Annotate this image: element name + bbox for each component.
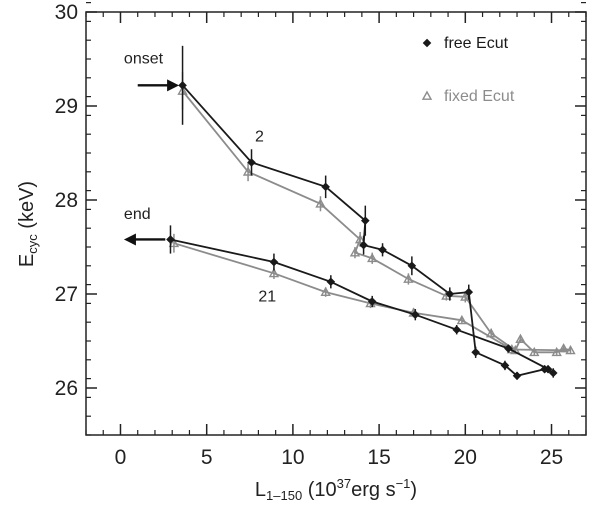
x-tick-label: 5: [201, 446, 213, 469]
x-tick-label: 0: [115, 446, 127, 469]
data-point-triangle: [456, 314, 468, 325]
y-tick-label: 30: [55, 1, 78, 24]
data-point-diamond: [504, 344, 513, 353]
y-axis-label: Ecyc (keV): [16, 181, 40, 267]
data-point-triangle: [565, 344, 576, 355]
data-point-triangle: [315, 198, 326, 208]
data-point-diamond: [178, 81, 187, 90]
data-point-diamond: [269, 257, 279, 267]
data-point-diamond: [512, 371, 522, 381]
legend-entry-free-ecut: free Ecut: [444, 35, 509, 52]
x-tick-label: 20: [454, 446, 477, 469]
data-point-diamond: [247, 158, 256, 167]
data-point-triangle: [460, 291, 471, 301]
end-arrow: [123, 233, 166, 246]
annotation-21: 21: [258, 289, 276, 306]
legend: free Ecut fixed Ecut: [421, 35, 515, 105]
data-point-diamond: [452, 325, 461, 335]
y-tick-label: 29: [55, 95, 78, 118]
annotation-onset: onset: [124, 51, 164, 68]
annotation-2: 2: [255, 129, 264, 146]
data-point-diamond: [367, 297, 377, 306]
data-point-diamond: [411, 310, 420, 319]
data-point-diamond: [321, 182, 330, 192]
arrow-head: [167, 79, 180, 92]
x-axis-label: L1–150 (1037erg s−1): [255, 476, 417, 503]
data-point-triangle: [558, 343, 569, 353]
data-point-triangle: [367, 252, 378, 263]
series-line: [170, 84, 554, 377]
data-point-diamond: [500, 361, 510, 370]
data-point-triangle: [403, 273, 414, 283]
data-point-triangle: [551, 346, 562, 357]
series-layer: [166, 45, 576, 381]
ticks-layer: 0 5 10 15 20 25 26 27 28 29 30: [55, 1, 587, 469]
data-point-diamond: [445, 289, 455, 299]
data-point-triangle: [421, 90, 433, 100]
data-point-triangle: [349, 247, 361, 257]
data-point-triangle: [485, 328, 497, 338]
data-point-triangle: [510, 344, 521, 355]
data-point-triangle: [242, 166, 254, 176]
data-point-triangle: [354, 234, 366, 244]
x-tick-label: 15: [367, 446, 390, 469]
arrow-head: [123, 233, 136, 246]
data-point-triangle: [529, 346, 540, 357]
y-tick-label: 27: [55, 283, 78, 306]
data-point-triangle: [268, 267, 280, 278]
data-point-diamond: [378, 245, 387, 255]
data-point-diamond: [407, 261, 417, 271]
legend-entry-fixed-ecut: fixed Ecut: [444, 88, 515, 105]
data-point-diamond: [543, 364, 553, 374]
data-point-triangle: [320, 286, 331, 297]
plot-frame: [85, 11, 587, 436]
data-point-diamond: [548, 368, 558, 378]
data-point-diamond: [166, 235, 175, 244]
series-line: [173, 90, 571, 354]
series-fixed-ecut: [168, 72, 576, 357]
data-point-triangle: [515, 333, 526, 344]
data-point-diamond: [471, 347, 480, 357]
series-free-ecut: [166, 45, 558, 381]
data-point-triangle: [168, 237, 180, 248]
data-point-diamond: [326, 277, 336, 287]
annotation-end: end: [124, 206, 151, 223]
data-point-diamond: [464, 287, 474, 297]
data-point-diamond: [359, 240, 368, 250]
data-point-diamond: [361, 216, 370, 225]
x-tick-label: 25: [540, 446, 563, 469]
y-tick-label: 26: [55, 377, 78, 400]
y-tick-label: 28: [55, 189, 78, 212]
data-point-diamond: [422, 38, 432, 48]
x-tick-label: 10: [281, 446, 304, 469]
annotation-layer: onset end 2 21: [123, 51, 276, 306]
onset-arrow: [137, 79, 180, 92]
